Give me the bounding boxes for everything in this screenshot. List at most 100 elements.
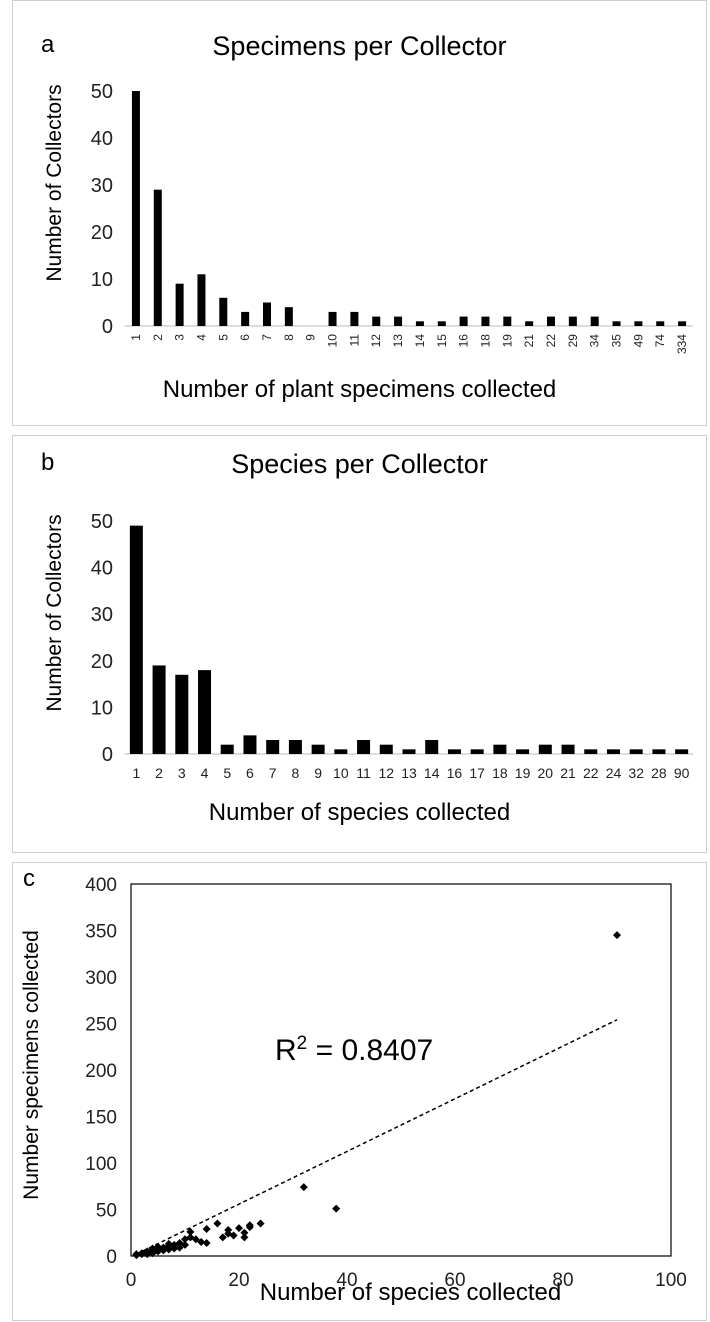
bar [220, 744, 234, 754]
x-tick-label: 6 [238, 334, 252, 341]
data-point [218, 1233, 227, 1242]
bar [606, 749, 620, 754]
bar [219, 297, 228, 326]
bar [481, 316, 490, 326]
bar [175, 283, 184, 326]
bar [131, 91, 140, 326]
data-point [186, 1233, 195, 1242]
bar [678, 321, 687, 326]
data-point [240, 1233, 249, 1242]
x-tick-label: 9 [304, 334, 318, 341]
bar [656, 321, 665, 326]
data-point [191, 1235, 200, 1244]
x-tick-label: 16 [447, 765, 463, 781]
bar [634, 321, 643, 326]
data-point [181, 1240, 189, 1249]
x-tick-label: 18 [492, 765, 508, 781]
x-tick-label: 21 [560, 765, 576, 781]
data-point [299, 1183, 308, 1192]
y-tick-label: 50 [96, 1201, 117, 1222]
x-tick-label: 3 [178, 765, 186, 781]
y-tick-label: 40 [91, 558, 113, 580]
x-tick-label: 28 [651, 765, 667, 781]
y-tick-label: 350 [85, 922, 117, 943]
bar [561, 744, 575, 754]
y-tick-label: 200 [85, 1061, 117, 1082]
r-squared-annotation: R2 = 0.8407 [275, 1033, 433, 1068]
x-tick-label: 74 [653, 334, 667, 348]
x-tick-label: 18 [478, 334, 492, 348]
bar [402, 749, 416, 754]
x-tick-label: 13 [401, 765, 417, 781]
x-tick-label: 24 [606, 765, 622, 781]
x-tick-label: 10 [333, 765, 349, 781]
x-tick-label: 40 [336, 1270, 357, 1291]
x-tick-label: 10 [326, 334, 340, 348]
bar [175, 674, 189, 754]
data-point [245, 1221, 254, 1230]
x-tick-label: 3 [173, 334, 187, 341]
bar [241, 311, 250, 326]
bar [334, 749, 348, 754]
x-tick-label: 29 [566, 334, 580, 348]
x-tick-label: 1 [132, 765, 140, 781]
panel-label-c: c [23, 865, 35, 892]
data-point [132, 1250, 141, 1259]
bar [152, 665, 166, 754]
r-squared-prefix: R [275, 1034, 297, 1067]
bar [198, 670, 212, 754]
y-tick-label: 30 [91, 175, 113, 197]
data-point [202, 1238, 211, 1247]
x-tick-label: 11 [347, 334, 361, 347]
data-point [256, 1219, 265, 1228]
x-tick-label: 5 [223, 765, 231, 781]
x-tick-label: 35 [610, 334, 624, 348]
bar [437, 321, 446, 326]
bar [590, 316, 599, 326]
panel-c: c Number specimens collected Number of s… [12, 862, 707, 1321]
bar [516, 749, 530, 754]
bar [328, 311, 337, 326]
y-tick-label: 20 [91, 651, 113, 673]
bar [584, 749, 598, 754]
x-tick-label: 8 [282, 334, 296, 341]
bar [415, 321, 424, 326]
data-point [332, 1204, 341, 1213]
y-tick-label: 300 [85, 968, 117, 989]
x-tick-label: 5 [216, 334, 230, 341]
y-tick-label: 150 [85, 1108, 117, 1129]
x-axis-label: Number of species collected [259, 1279, 562, 1306]
bar [372, 316, 381, 326]
x-tick-label: 100 [655, 1270, 687, 1291]
y-tick-label: 0 [106, 1247, 117, 1268]
y-tick-label: 50 [91, 81, 113, 103]
bar [493, 744, 507, 754]
bar [538, 744, 552, 754]
panel-label-b: b [41, 449, 55, 476]
plot-frame [130, 883, 672, 1257]
y-tick-label: 30 [91, 604, 113, 626]
x-tick-label: 4 [194, 334, 208, 341]
bar [350, 311, 359, 326]
r-squared-sup: 2 [296, 1033, 308, 1054]
bar [425, 740, 439, 754]
panel-b: b Species per Collector Number of Collec… [12, 435, 707, 853]
x-tick-label: 13 [391, 334, 405, 348]
bar [288, 740, 302, 754]
bar [612, 321, 621, 326]
bar [153, 189, 162, 326]
x-tick-label: 21 [522, 334, 536, 348]
x-tick-label: 8 [292, 765, 300, 781]
data-point [170, 1240, 179, 1249]
bar [357, 740, 371, 754]
x-tick-label: 2 [155, 765, 163, 781]
data-point [186, 1227, 195, 1236]
data-point [197, 1238, 206, 1247]
bar [284, 307, 293, 326]
bar [503, 316, 512, 326]
bar [525, 321, 534, 326]
x-tick-label: 12 [369, 334, 383, 348]
data-point [235, 1224, 243, 1233]
x-tick-label: 6 [246, 765, 254, 781]
